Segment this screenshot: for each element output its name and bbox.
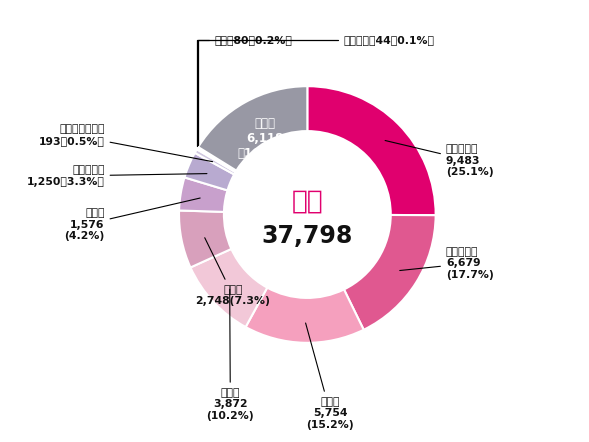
Wedge shape <box>195 149 236 175</box>
Wedge shape <box>344 215 436 330</box>
Text: 教育費
5,754
(15.2%): 教育費 5,754 (15.2%) <box>306 323 354 430</box>
Text: 環境農林水産費
193（0.5%）: 環境農林水産費 193（0.5%） <box>39 124 213 162</box>
Wedge shape <box>246 288 364 343</box>
Text: その他
6,118
（16.2%）: その他 6,118 （16.2%） <box>237 117 292 160</box>
Wedge shape <box>179 177 227 212</box>
Wedge shape <box>198 86 307 171</box>
Text: 総務費
1,576
(4.2%): 総務費 1,576 (4.2%) <box>64 198 200 241</box>
Text: 健康医療費
6,679
(17.7%): 健康医療費 6,679 (17.7%) <box>400 247 494 280</box>
Text: 建築費80（0.2%）: 建築費80（0.2%） <box>197 35 293 146</box>
Text: 都市整備費
1,250（3.3%）: 都市整備費 1,250（3.3%） <box>27 165 207 187</box>
Text: 歳出: 歳出 <box>292 189 323 215</box>
Wedge shape <box>184 153 234 191</box>
Wedge shape <box>190 249 267 327</box>
Wedge shape <box>198 147 236 171</box>
Text: 福祉費
3,872
(10.2%): 福祉費 3,872 (10.2%) <box>207 289 254 421</box>
Text: 都市計画費44（0.1%）: 都市計画費44（0.1%） <box>198 35 434 145</box>
Text: 商工労働費
9,483
(25.1%): 商工労働費 9,483 (25.1%) <box>385 141 494 177</box>
Wedge shape <box>179 210 231 267</box>
Wedge shape <box>307 86 436 215</box>
Text: 警察費
2,748(7.3%): 警察費 2,748(7.3%) <box>196 238 270 306</box>
Wedge shape <box>197 148 236 172</box>
Text: 37,798: 37,798 <box>262 224 353 248</box>
